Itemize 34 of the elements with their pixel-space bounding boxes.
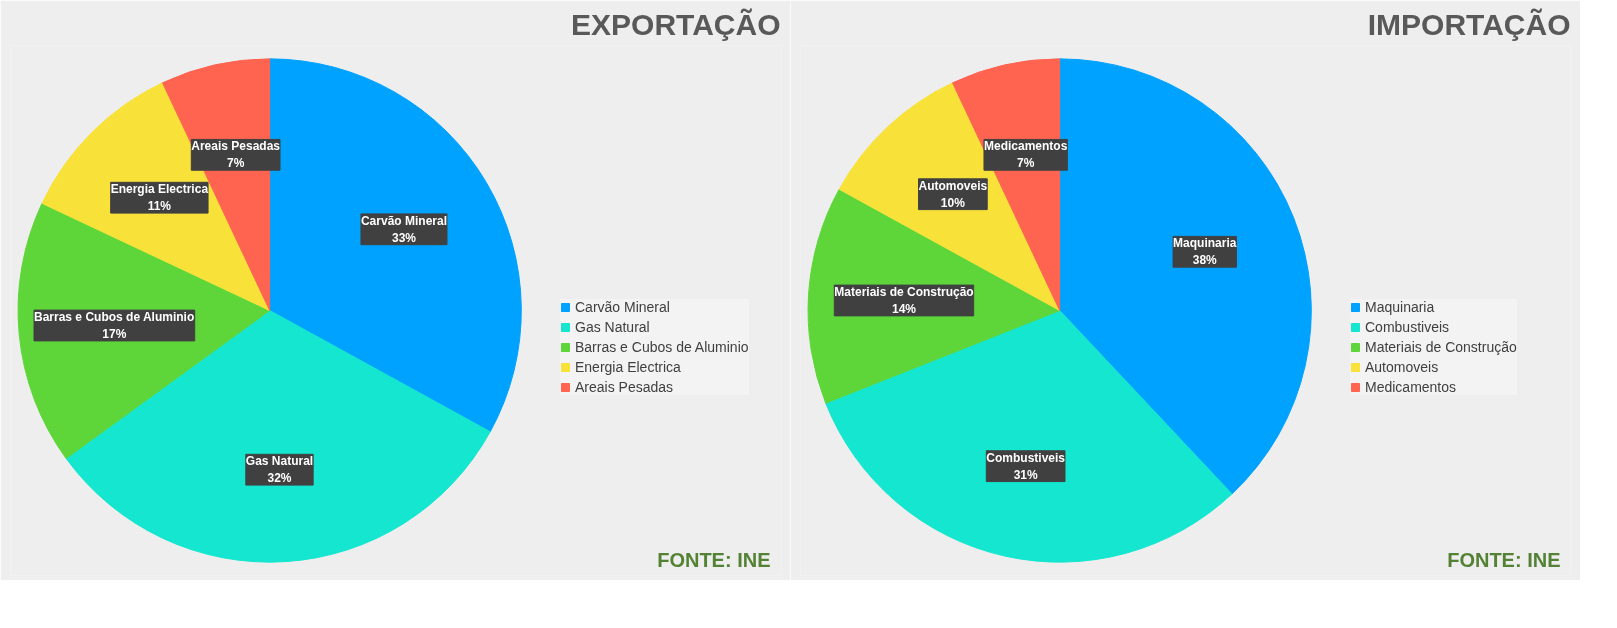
legend-label: Energia Electrica — [575, 359, 681, 375]
legend-label: Barras e Cubos de Aluminio — [575, 339, 749, 355]
chart-title: IMPORTAÇÃO — [1367, 7, 1571, 41]
data-label: 11% — [147, 199, 172, 214]
data-label: 33% — [391, 230, 417, 245]
slice-label: Areais Pesadas — [191, 139, 281, 154]
data-label: 7% — [1016, 156, 1035, 171]
slice-label: Carvão Mineral — [360, 213, 447, 228]
data-label: 31% — [1013, 467, 1038, 482]
slice-label: Gas Natural — [245, 454, 314, 469]
legend-label: Maquinaria — [1365, 299, 1435, 315]
slice-label: Combustiveis — [986, 450, 1066, 465]
legend-label: Automoveis — [1365, 359, 1439, 375]
slice-label: Automoveis — [918, 178, 988, 193]
legend-label: Carvão Mineral — [575, 299, 670, 315]
data-label: 10% — [940, 195, 966, 210]
slice-label: Materiais de Construção — [834, 285, 974, 300]
source-note: FONTE: INE — [657, 548, 771, 571]
legend-label: Medicamentos — [1365, 379, 1457, 395]
slice-label: Barras e Cubos de Aluminio — [34, 310, 195, 325]
data-label: 7% — [226, 156, 245, 171]
chart-title: EXPORTAÇÃO — [571, 7, 781, 41]
data-label: 38% — [1192, 253, 1218, 268]
source-note: FONTE: INE — [1447, 548, 1561, 571]
data-label: 32% — [267, 471, 292, 486]
data-label: 14% — [891, 301, 917, 316]
slice-label: Maquinaria — [1173, 236, 1237, 251]
slice-label: Medicamentos — [983, 139, 1068, 154]
legend-label: Gas Natural — [575, 319, 650, 335]
legend-label: Materiais de Construção — [1365, 339, 1517, 355]
legend-label: Areais Pesadas — [575, 379, 674, 395]
legend-label: Combustiveis — [1365, 319, 1450, 335]
slice-label: Energia Electrica — [110, 182, 209, 197]
data-label: 17% — [102, 326, 127, 341]
